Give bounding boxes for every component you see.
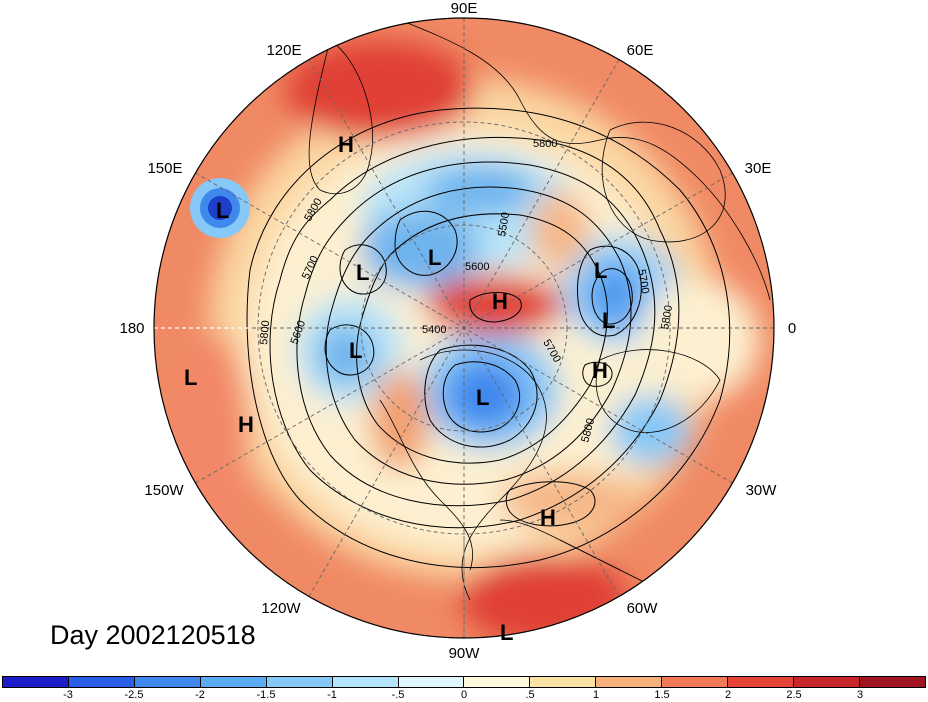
colorbar-tick-label: 3 (856, 689, 864, 701)
lon-label-90e: 90E (451, 0, 478, 17)
colorbar-swatch (398, 677, 465, 687)
lon-label-90w: 90W (449, 645, 481, 662)
contour-label: 5400 (422, 324, 446, 336)
colorbar-swatch (332, 677, 399, 687)
low-pressure-label: L (356, 260, 369, 285)
low-pressure-label: L (349, 338, 362, 363)
colorbar-swatch (68, 677, 135, 687)
high-pressure-label: H (492, 289, 508, 314)
contour-label: 5800 (659, 304, 675, 330)
low-pressure-label: L (216, 198, 229, 223)
colorbar-swatch (134, 677, 201, 687)
colorbar-tick-label: -3 (63, 689, 73, 701)
lon-label-60w: 60W (627, 600, 659, 617)
low-pressure-label: L (594, 258, 607, 283)
longitude-labels: 90E 60E 30E 0 30W 60W 90W 120W 150W 180 … (119, 0, 796, 662)
colorbar-tick-label: -.5 (391, 689, 405, 701)
high-pressure-label: H (238, 412, 254, 437)
pressure-centers: L L L L L L L L H H H H H L (184, 132, 615, 645)
lon-label-30w: 30W (746, 482, 778, 499)
colorbar-swatch (794, 677, 860, 687)
lon-label-180: 180 (119, 320, 144, 337)
contour-label: 5500 (496, 211, 512, 237)
lon-label-120e: 120E (266, 42, 301, 59)
lon-label-30e: 30E (745, 160, 772, 177)
low-pressure-label: L (602, 308, 615, 333)
colorbar-tick-label: 2.5 (786, 689, 802, 701)
colorbar-tick-label: -1.5 (256, 689, 276, 701)
contour-label: 5800 (258, 320, 272, 345)
lon-label-0: 0 (788, 320, 796, 337)
colorbar-ticks: -3 -2.5 -2 -1.5 -1 -.5 0 .5 1 1.5 2 2.5 3 (2, 689, 926, 702)
graticule (154, 18, 774, 638)
colorbar-swatch (859, 677, 925, 687)
high-pressure-label: H (338, 132, 354, 157)
lon-label-150w: 150W (144, 482, 184, 499)
colorbar (2, 676, 926, 688)
lon-label-60e: 60E (627, 42, 654, 59)
colorbar-swatch (200, 677, 267, 687)
contour-label: 5600 (465, 261, 489, 273)
colorbar-swatch (596, 677, 663, 687)
colorbar-swatch (464, 677, 531, 687)
lon-label-150e: 150E (147, 160, 182, 177)
colorbar-tick-label: .5 (525, 689, 535, 701)
high-pressure-label: H (540, 505, 556, 530)
colorbar-tick-label: -2 (195, 689, 205, 701)
colorbar-swatch (662, 677, 729, 687)
low-pressure-label: L (428, 245, 441, 270)
colorbar-tick-label: 2 (724, 689, 732, 701)
contour-label: 5800 (533, 138, 557, 150)
colorbar-tick-label: -2.5 (124, 689, 144, 701)
contour-label: 5700 (635, 268, 651, 294)
colorbar-swatch (3, 677, 69, 687)
colorbar-tick-label: -1 (327, 689, 337, 701)
low-pressure-label: L (500, 620, 513, 645)
low-pressure-label: L (184, 365, 197, 390)
map-boundary (153, 17, 775, 639)
colorbar-swatch (530, 677, 597, 687)
lon-label-120w: 120W (261, 600, 301, 617)
colorbar-tick-label: 1 (592, 689, 600, 701)
map-title: Day 2002120518 (50, 620, 256, 650)
colorbar-swatch (266, 677, 333, 687)
colorbar-tick-label: 0 (460, 689, 468, 701)
height-contours (246, 107, 731, 568)
colorbar-swatch (728, 677, 795, 687)
high-pressure-label: H (592, 358, 608, 383)
colorbar-tick-label: 1.5 (654, 689, 670, 701)
low-pressure-label: L (476, 385, 489, 410)
